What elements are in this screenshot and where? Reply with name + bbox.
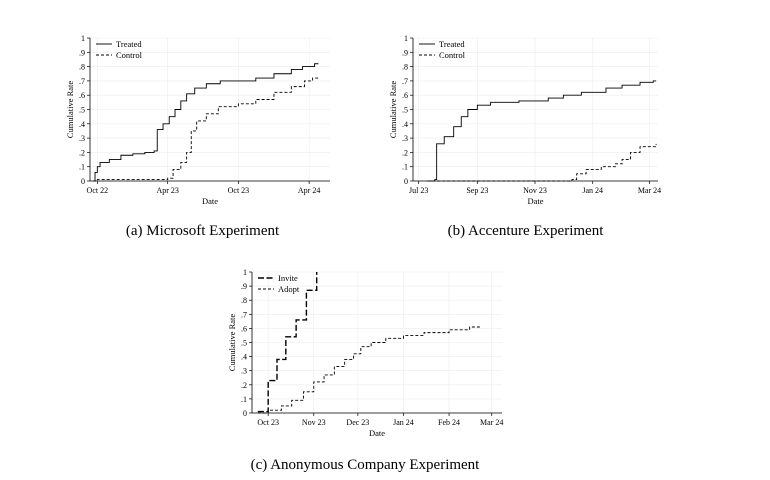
caption-microsoft: (a) Microsoft Experiment [125, 223, 280, 239]
chart-a-ytick-label-8: .8 [79, 63, 85, 72]
caption-accenture: (b) Accenture Experiment [447, 223, 604, 239]
chart-c-ytick-label-5: .5 [241, 339, 247, 348]
chart-b-ytick-label-6: .6 [402, 91, 408, 100]
chart-c-x-axis-title: Date [369, 428, 385, 438]
chart-a-series-treated [93, 63, 319, 182]
chart-a-legend-label-treated: Treated [116, 39, 142, 49]
chart-c-xtick-label-0: Oct 23 [257, 418, 279, 427]
chart-c-xtick-label-4: Feb 24 [438, 418, 460, 427]
chart-a-grid [90, 37, 330, 182]
chart-b-ytick-label-9: .9 [402, 48, 408, 57]
chart-a-ytick-label-0: 0 [81, 177, 85, 186]
chart-a-legend-label-control: Control [116, 50, 143, 60]
chart-b-xtick-label-3: Jan 24 [582, 186, 603, 195]
chart-a-ytick-label-7: .7 [79, 77, 85, 86]
chart-b-ytick-label-0: 0 [404, 177, 408, 186]
chart-b-x-axis-title: Date [527, 196, 543, 206]
chart-c-ytick-label-4: .4 [241, 353, 247, 362]
chart-b-ytick-label-10: 1 [404, 34, 408, 43]
chart-a-y-axis-title: Cumulative Rate [65, 81, 75, 139]
chart-c-series-invite [257, 272, 318, 413]
chart-panel-accenture: 0 .1 .2 .3 .4 .5 .6 .7 .8 .9 1 Jul 23 Sep 23 Nov 23 Ja… [383, 30, 663, 215]
chart-a-ytick-label-1: .1 [79, 163, 85, 172]
chart-c-ytick-label-9: .9 [241, 282, 247, 291]
chart-b-ytick-label-2: .2 [402, 148, 408, 157]
chart-c-ytick-label-1: .1 [241, 395, 247, 404]
chart-c-xtick-label-2: Dec 23 [346, 418, 369, 427]
chart-a-ytick-label-4: .4 [79, 120, 85, 129]
chart-b-series-control [427, 143, 657, 182]
chart-a-xtick-label-0: Oct 22 [87, 186, 109, 195]
chart-b-ytick-label-3: .3 [402, 134, 408, 143]
chart-c-xtick-label-1: Nov 23 [302, 418, 326, 427]
chart-a-ytick-label-10: 1 [81, 34, 85, 43]
chart-a-x-axis-title: Date [202, 196, 218, 206]
chart-a-ytick-label-5: .5 [79, 106, 85, 115]
chart-svg-accenture: 0 .1 .2 .3 .4 .5 .6 .7 .8 .9 1 Jul 23 Sep 23 Nov 23 Ja… [388, 34, 661, 206]
chart-b-ytick-label-8: .8 [402, 63, 408, 72]
chart-c-ytick-label-3: .3 [241, 367, 247, 376]
chart-c-ytick-label-2: .2 [241, 381, 247, 390]
chart-c-ytick-label-0: 0 [243, 409, 247, 418]
chart-c-ytick-label-10: 1 [243, 268, 247, 277]
chart-a-ytick-label-2: .2 [79, 148, 85, 157]
chart-c-xtick-label-5: Mar 24 [480, 418, 503, 427]
chart-c-ytick-label-8: .8 [241, 296, 247, 305]
chart-b-xtick-label-2: Nov 23 [523, 186, 547, 195]
chart-c-legend-label-adopt: Adopt [278, 284, 300, 294]
chart-panel-anonymous: 0 .1 .2 .3 .4 .5 .6 .7 .8 .9 1 Oct 23 Nov 23 Dec 23 Ja… [220, 262, 510, 447]
chart-a-xtick-label-3: Apr 24 [298, 186, 320, 195]
chart-b-series-treated [427, 80, 657, 182]
chart-svg-anonymous: 0 .1 .2 .3 .4 .5 .6 .7 .8 .9 1 Oct 23 Nov 23 Dec 23 Ja… [227, 268, 503, 438]
chart-b-xtick-label-0: Jul 23 [409, 186, 428, 195]
chart-c-series-adopt [257, 325, 481, 414]
chart-svg-microsoft: 0 .1 .2 .3 .4 .5 .6 .7 .8 .9 1 Oct 22 Apr 23 Oct 23 Ap… [65, 34, 330, 206]
chart-c-y-axis-title: Cumulative Rate [227, 314, 237, 372]
chart-c-ytick-label-7: .7 [241, 310, 247, 319]
chart-b-ytick-label-1: .1 [402, 163, 408, 172]
chart-b-y-axis-title: Cumulative Rate [388, 81, 398, 139]
chart-c-ytick-label-6: .6 [241, 324, 247, 333]
chart-b-grid [413, 37, 658, 182]
chart-b-legend-label-treated: Treated [439, 39, 465, 49]
chart-a-ytick-label-3: .3 [79, 134, 85, 143]
chart-c-xtick-label-3: Jan 24 [393, 418, 414, 427]
chart-a-ytick-label-6: .6 [79, 91, 85, 100]
chart-a-ytick-label-9: .9 [79, 48, 85, 57]
chart-a-series-control [93, 77, 319, 182]
chart-b-ytick-label-5: .5 [402, 106, 408, 115]
chart-b-legend-label-control: Control [439, 50, 466, 60]
chart-a-xtick-label-1: Apr 23 [156, 186, 178, 195]
chart-b-ytick-label-7: .7 [402, 77, 408, 86]
chart-panel-microsoft: 0 .1 .2 .3 .4 .5 .6 .7 .8 .9 1 Oct 22 Apr 23 Oct 23 Ap… [60, 30, 340, 215]
chart-b-ytick-label-4: .4 [402, 120, 408, 129]
chart-c-legend-label-invite: Invite [278, 273, 298, 283]
chart-a-xtick-label-2: Oct 23 [228, 186, 250, 195]
caption-anonymous: (c) Anonymous Company Experiment [250, 457, 480, 473]
chart-b-xtick-label-4: Mar 24 [638, 186, 661, 195]
chart-b-xtick-label-1: Sep 23 [466, 186, 488, 195]
